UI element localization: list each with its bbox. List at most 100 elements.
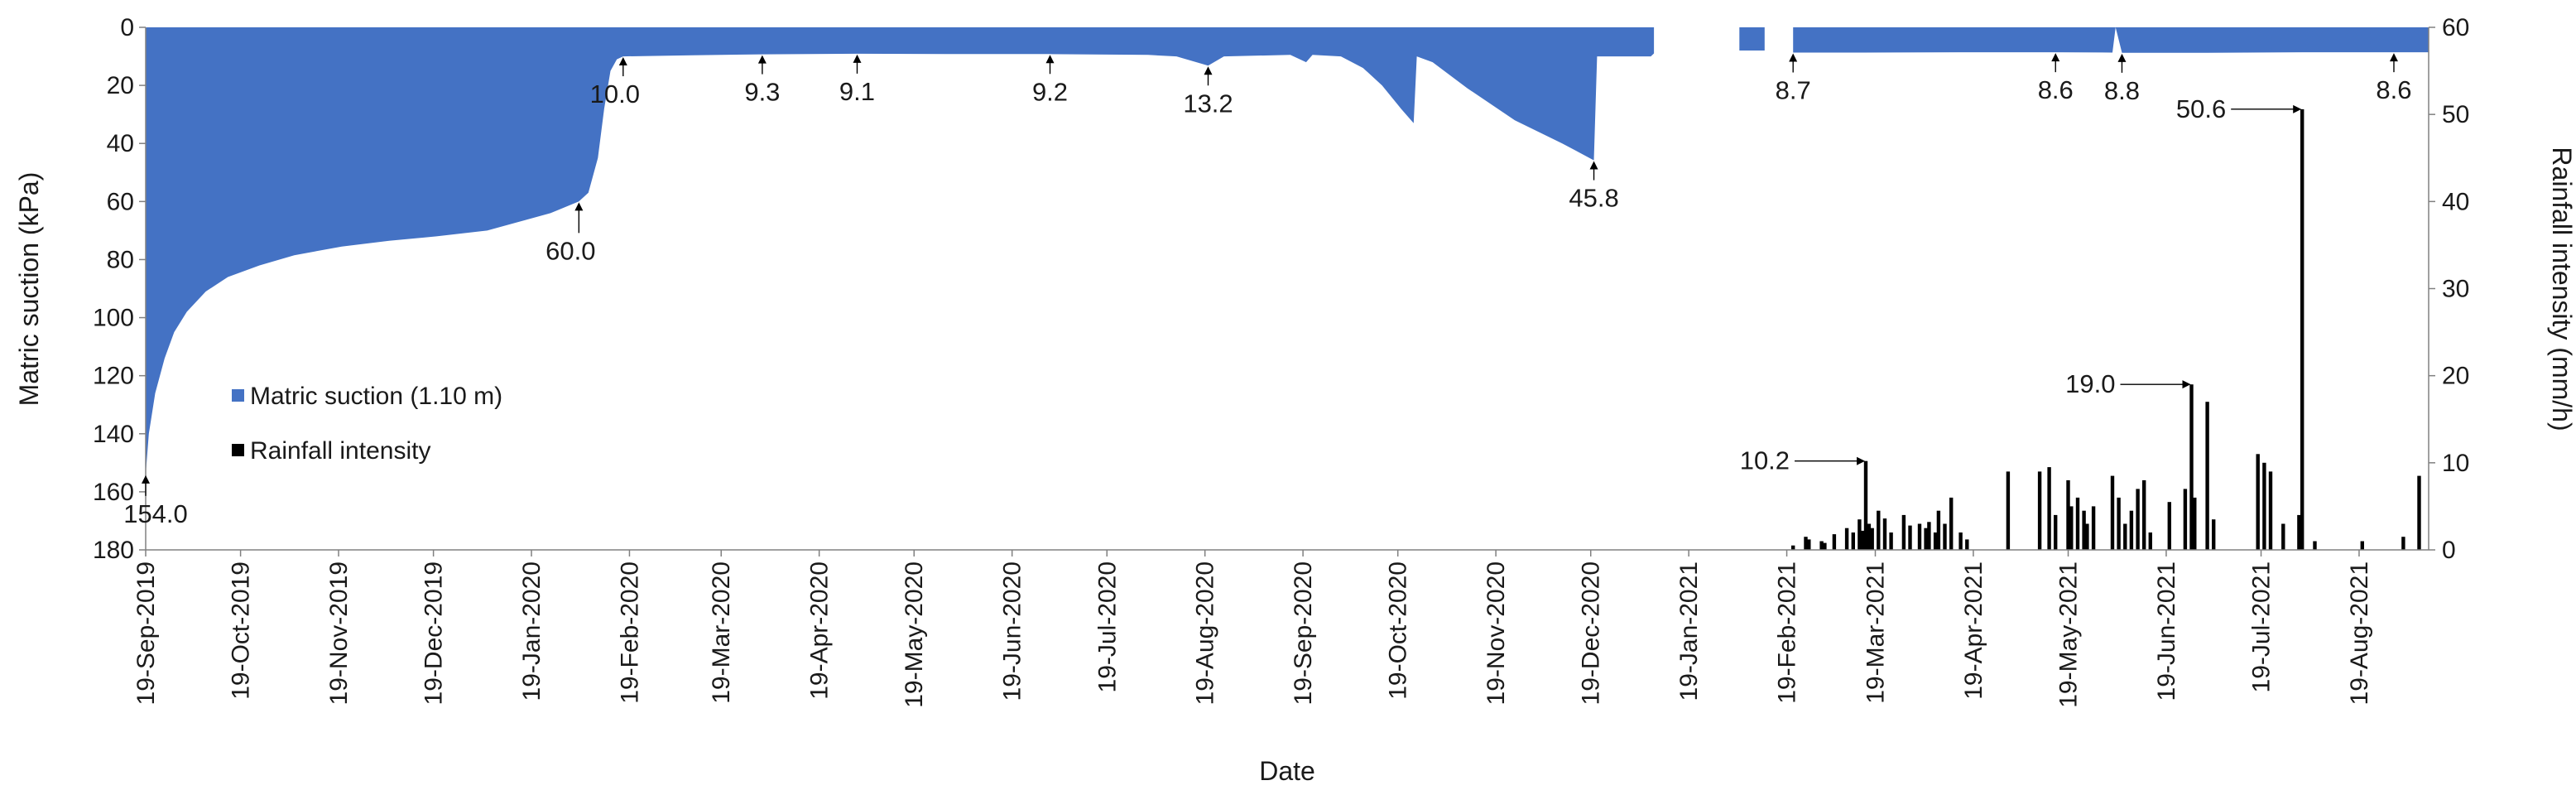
rainfall-bar [2262, 462, 2266, 550]
y-tick-label-left: 100 [93, 305, 134, 332]
x-tick-label: 19-Aug-2021 [2346, 561, 2373, 705]
annotation-arrow-head [2389, 53, 2398, 62]
y-tick-label-left: 180 [93, 537, 134, 564]
rainfall-bar [2256, 454, 2260, 550]
rainfall-bar [2054, 514, 2058, 550]
y-tick-label-right: 0 [2442, 537, 2456, 564]
rainfall-bar [1807, 539, 1811, 550]
suction-area-segment-1 [1739, 27, 1765, 51]
y-tick-label-left: 80 [107, 246, 134, 273]
legend-label-suction: Matric suction (1.10 m) [250, 383, 502, 410]
x-tick-label: 19-May-2021 [2055, 561, 2083, 708]
x-tick-label: 19-Mar-2020 [708, 561, 735, 704]
annotation-arrow-head [1857, 456, 1866, 465]
y-tick-label-right: 40 [2442, 188, 2469, 215]
y-tick-label-right: 20 [2442, 363, 2469, 390]
rainfall-bar [1851, 532, 1855, 550]
rainfall-bar [2110, 475, 2115, 550]
rainfall-bar [2417, 475, 2421, 550]
annotation-label: 45.8 [1569, 184, 1618, 213]
annotation-label: 9.3 [744, 78, 780, 107]
rainfall-bar [2313, 541, 2317, 550]
y-axis-title-left: Matric suction (kPa) [14, 172, 44, 407]
y-tick-label-left: 20 [107, 72, 134, 99]
annotation-arrow-head [1589, 161, 1598, 170]
annotation-arrow-head [757, 55, 767, 64]
x-tick-label: 19-Nov-2019 [325, 561, 353, 705]
x-tick-label: 19-Jul-2021 [2248, 561, 2276, 692]
annotation-label: 60.0 [545, 236, 595, 265]
legend-label-rainfall: Rainfall intensity [250, 437, 430, 465]
rainfall-bar [2148, 532, 2152, 550]
x-tick-label: 19-Jan-2020 [518, 561, 545, 701]
annotation-arrow-head [574, 202, 584, 211]
rainfall-bar [1908, 525, 1912, 550]
annotation-label: 8.6 [2038, 75, 2074, 104]
x-tick-label: 19-May-2020 [901, 561, 928, 708]
annotation-label: 10.2 [1740, 446, 1790, 475]
x-tick-label: 19-Dec-2020 [1578, 561, 1605, 705]
annotation-arrow-head [1045, 55, 1055, 64]
rainfall-bar [1870, 528, 1874, 550]
annotation-label: 50.6 [2176, 94, 2226, 123]
legend: Matric suction (1.10 m) Rainfall intensit… [232, 383, 502, 465]
y-tick-label-left: 0 [120, 14, 134, 41]
rainfall-bar [2082, 510, 2086, 550]
x-tick-label: 19-Feb-2021 [1774, 561, 1801, 704]
rainfall-bar [1933, 532, 1938, 550]
x-tick-label: 19-Jun-2021 [2153, 561, 2180, 701]
rainfall-bar [2069, 506, 2074, 550]
y-tick-label-left: 40 [107, 130, 134, 157]
rainfall-bar [1949, 497, 1954, 550]
suction-area-segment-2 [1793, 27, 2429, 53]
rainfall-bar [2117, 497, 2121, 550]
axes: 0 20 40 60 80 100 120 140 160 180 0 10 20 30 40 50 60 19-… [93, 14, 2469, 708]
rainfall-bar [1936, 510, 1941, 550]
rainfall-bar [1819, 541, 1824, 550]
x-tick-label: 19-Nov-2020 [1483, 561, 1510, 705]
rainfall-bar [2212, 519, 2216, 550]
annotation-arrow-head [1789, 53, 1798, 62]
annotation-arrow-head [2117, 53, 2127, 62]
rainfall-bar [2006, 471, 2011, 550]
x-tick-label: 19-Jan-2021 [1675, 561, 1703, 701]
rainfall-bar [1804, 537, 1808, 550]
rainfall-bar [1861, 530, 1865, 550]
annotation-label: 8.6 [2376, 75, 2411, 104]
x-tick-label: 19-Oct-2019 [228, 561, 255, 700]
rainfall-bar [2401, 537, 2405, 550]
rainfall-bar [1867, 523, 1872, 550]
y-tick-label-left: 120 [93, 363, 134, 390]
rainfall-bar [2167, 502, 2171, 550]
annotation-label: 10.0 [590, 80, 640, 108]
rainfall-bar [2066, 479, 2070, 550]
x-axis-title: Date [1259, 756, 1315, 786]
x-tick-label: 19-Mar-2021 [1862, 561, 1890, 704]
y-tick-label-right: 60 [2442, 14, 2469, 41]
rainfall-bar [2091, 506, 2096, 550]
rainfall-bar [2037, 471, 2042, 550]
rainfall-bar [2123, 523, 2127, 550]
rainfall-bar [2205, 402, 2209, 550]
annotations: 154.0 60.0 10.0 9.3 9.1 9.2 13.2 45.8 8.7 8.6 8.8 8… [123, 53, 2412, 528]
y-tick-label-right: 30 [2442, 276, 2469, 303]
rainfall-bar [2085, 523, 2089, 550]
rainfall-bar [1791, 545, 1795, 550]
x-tick-label: 19-Jul-2020 [1093, 561, 1121, 692]
rainfall-bar [1823, 542, 1827, 550]
rainfall-bar [2268, 471, 2273, 550]
rainfall-bar [2281, 523, 2285, 550]
rainfall-bar [2297, 514, 2301, 550]
annotation-arrow-head [142, 475, 150, 484]
annotation-arrow-head [2293, 104, 2302, 113]
annotation-label: 13.2 [1183, 89, 1233, 118]
y-axis-title-right: Rainfall intensity (mm/h) [2547, 147, 2576, 431]
y-tick-label-right: 10 [2442, 450, 2469, 477]
rainfall-bar [1927, 522, 1931, 550]
rainfall-bar [1889, 532, 1893, 550]
annotation-arrow-head [1204, 66, 1213, 75]
annotation-arrow-head [853, 54, 862, 63]
rainfall-bar [1863, 460, 1868, 550]
